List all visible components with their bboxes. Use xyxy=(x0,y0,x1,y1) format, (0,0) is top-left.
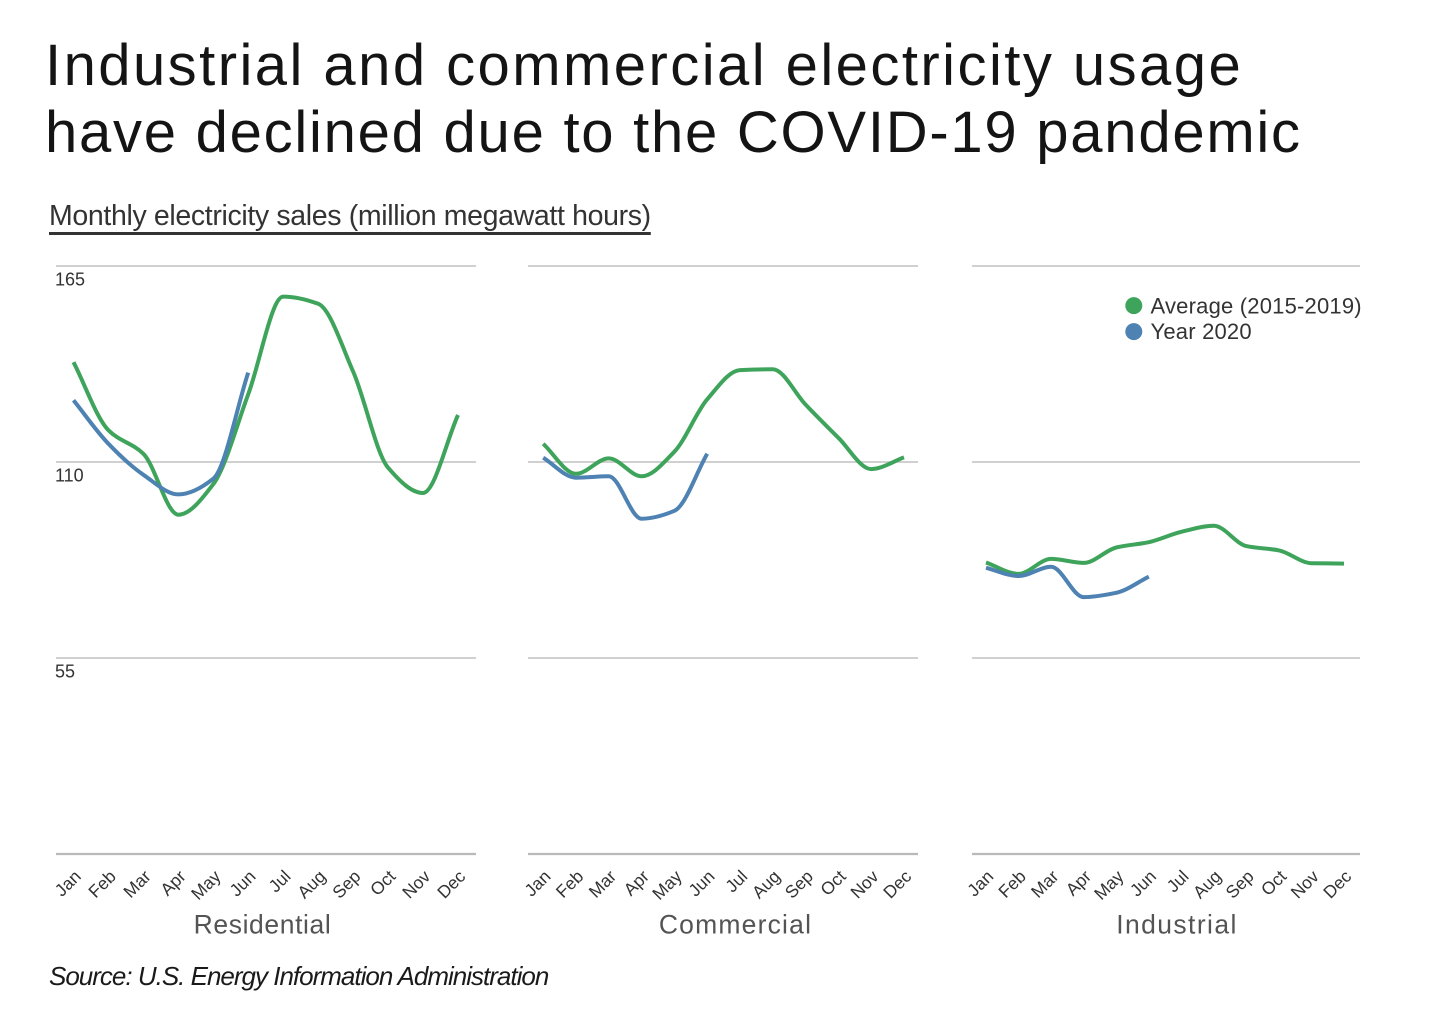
svg-text:May: May xyxy=(187,866,225,904)
svg-text:Feb: Feb xyxy=(994,866,1029,901)
svg-text:Jan: Jan xyxy=(520,866,554,900)
svg-text:Sep: Sep xyxy=(781,866,817,902)
svg-text:Nov: Nov xyxy=(846,866,882,902)
svg-text:Apr: Apr xyxy=(620,866,654,900)
svg-text:Oct: Oct xyxy=(1257,866,1290,899)
svg-text:Jul: Jul xyxy=(1163,866,1193,896)
svg-text:Industrial: Industrial xyxy=(1116,910,1238,940)
svg-text:Oct: Oct xyxy=(816,866,849,899)
svg-text:Residential: Residential xyxy=(194,910,332,940)
svg-text:165: 165 xyxy=(55,270,85,290)
svg-text:Sep: Sep xyxy=(328,866,364,902)
svg-text:Aug: Aug xyxy=(293,866,329,902)
svg-text:55: 55 xyxy=(55,662,75,682)
svg-text:Mar: Mar xyxy=(585,866,621,902)
svg-text:Nov: Nov xyxy=(398,866,434,902)
svg-text:Apr: Apr xyxy=(1062,866,1096,900)
svg-text:Jan: Jan xyxy=(51,866,85,900)
svg-text:Feb: Feb xyxy=(552,866,587,901)
svg-text:May: May xyxy=(648,866,686,904)
svg-text:Average (2015-2019): Average (2015-2019) xyxy=(1151,293,1362,318)
svg-text:Commercial: Commercial xyxy=(659,910,812,940)
svg-text:Sep: Sep xyxy=(1222,866,1258,902)
svg-text:Feb: Feb xyxy=(84,866,119,901)
svg-text:Mar: Mar xyxy=(119,866,155,902)
svg-text:Jan: Jan xyxy=(963,866,997,900)
svg-text:Aug: Aug xyxy=(748,866,784,902)
svg-text:Dec: Dec xyxy=(1319,866,1355,902)
svg-text:Aug: Aug xyxy=(1189,866,1225,902)
svg-text:May: May xyxy=(1090,866,1128,904)
svg-text:Year 2020: Year 2020 xyxy=(1151,319,1252,344)
svg-text:Dec: Dec xyxy=(433,866,469,902)
svg-text:Nov: Nov xyxy=(1287,866,1323,902)
svg-text:Mar: Mar xyxy=(1027,866,1063,902)
svg-text:Jul: Jul xyxy=(265,866,295,896)
svg-text:Jun: Jun xyxy=(226,866,260,900)
svg-text:Apr: Apr xyxy=(156,866,190,900)
svg-text:Jul: Jul xyxy=(721,866,751,896)
svg-text:Jun: Jun xyxy=(684,866,718,900)
svg-text:Jun: Jun xyxy=(1126,866,1160,900)
svg-text:110: 110 xyxy=(55,466,84,486)
svg-text:Dec: Dec xyxy=(879,866,915,902)
svg-text:Oct: Oct xyxy=(366,866,399,899)
